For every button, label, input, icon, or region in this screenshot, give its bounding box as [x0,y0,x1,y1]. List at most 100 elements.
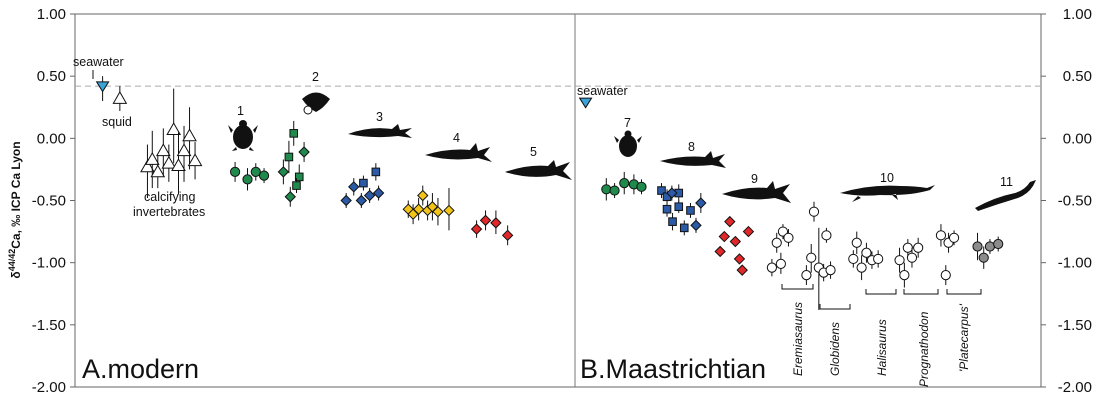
data-point-11 [984,241,996,252]
group-label-3: 3 [376,110,383,124]
data-point-9 [729,235,742,248]
data-points [95,76,1004,310]
data-point-calcifying-invertebrates [155,143,171,157]
data-point-calcifying-invertebrates [166,122,182,136]
bracket-halisaurus [865,289,897,295]
left-tick-label: 0.50 [37,68,66,85]
turtle-silhouette-1 [228,120,258,151]
data-point-2-square [284,152,294,162]
plot-frame [74,13,1042,388]
data-point-3 [363,189,376,202]
data-point-halisaurus [861,247,872,258]
bracket-platecarpus [946,289,982,295]
data-point-prognathodon [899,270,910,281]
group-label-4: 4 [453,131,460,145]
data-point-8-square [662,204,672,214]
data-point-11 [993,238,1004,250]
data-point-1 [258,170,270,181]
right-y-axis: 1.00 0.50 0.00 -0.50 -1.00 -1.50 -2.00 [1041,6,1092,396]
data-point-1 [229,166,241,178]
data-point-8-diamond [695,197,707,209]
bracket-prognathodon [903,289,939,295]
right-tick-label: -1.50 [1058,317,1092,334]
group-label-9: 9 [751,172,758,186]
shark-silhouette-3 [348,124,412,138]
data-point-7 [619,177,630,189]
left-tick-label: -1.50 [32,317,66,334]
turtle-silhouette-7 [614,130,642,157]
data-point-calcifying-invertebrates [150,164,166,178]
data-point-4 [417,189,429,202]
data-point-calcifying-invertebrates [171,158,186,172]
fish-silhouette-8 [660,151,726,168]
right-tick-label: -0.50 [1058,193,1092,210]
data-point-7 [601,184,612,195]
data-point-calcifying-invertebrates [161,155,177,169]
data-point-2-square [294,172,304,182]
data-point-halisaurus [856,262,867,273]
data-point-8-square [674,202,684,212]
group-label-8: 8 [688,140,695,154]
ray-silhouette-2 [302,92,330,115]
right-tick-label: -1.00 [1058,255,1092,272]
data-point-3 [348,181,360,193]
panel-b-title: B.Maastrichtian [580,354,766,384]
data-point-2-square [292,181,301,190]
data-point-halisaurus [873,253,884,265]
data-point-4 [443,204,455,217]
calcifying-label-line1: calcifying [144,190,195,204]
y-axis-title: δ44/42Ca, ‰ ICP Ca Lyon [7,141,23,278]
data-point-8-square [679,223,689,233]
data-point-11 [978,252,989,263]
data-point--platecarpus- [935,230,947,241]
group-label-11: 11 [1000,175,1013,189]
taxon-globidens: Globidens [828,322,842,376]
seawater-label-b: seawater [577,84,628,98]
bracket-globidens [819,304,851,310]
data-point-2-diamond [284,191,296,203]
data-point-4 [412,203,425,215]
left-tick-label: -0.50 [32,193,66,210]
plesiosaur-silhouette-11 [975,180,1036,211]
calcifying-label-line2: invertebrates [133,205,205,219]
data-point-7 [636,181,647,192]
data-point-8-square [686,206,695,215]
data-point-9 [718,230,730,243]
data-point-3-square [371,167,381,177]
data-point-calcifying-invertebrates [176,143,192,157]
data-point-calcifying-invertebrates [144,151,160,165]
data-point-prognathodon [902,242,913,253]
right-tick-label: -2.00 [1058,379,1092,396]
taxon-eremiasaurus: Eremiasaurus [791,302,805,376]
left-tick-label: 1.00 [37,6,66,23]
data-point-eremiasaurus [775,258,786,270]
data-point-halisaurus [851,237,862,248]
taxon-halisaurus: Halisaurus [875,319,889,376]
data-point-5 [501,229,514,242]
data-point-5 [479,214,492,227]
data-point-halisaurus [848,253,859,265]
data-point-globidens [806,252,817,263]
data-point-calcifying-invertebrates [187,153,203,167]
data-point-1 [250,166,261,178]
data-point-9 [733,253,746,265]
bracket-eremiasaurus [781,284,814,290]
data-point-9 [742,225,755,238]
data-point-calcifying-invertebrates [140,159,155,173]
left-tick-label: -2.00 [32,379,66,396]
data-point-4 [432,205,444,218]
data-point-eremiasaurus [771,237,782,248]
shark-silhouette-9 [722,181,791,203]
right-tick-label: 0.00 [1063,130,1092,147]
data-point-seawater-b [578,97,593,109]
data-point-5 [470,223,483,235]
group-label-7: 7 [624,116,631,130]
data-point-8-square [657,186,666,195]
squid-label: squid [102,115,132,129]
data-point-9 [736,264,748,276]
data-point-seawater-a [95,81,110,93]
left-y-axis: 1.00 0.50 0.00 -0.50 -1.00 -1.50 -2.00 [32,6,75,396]
data-point-7 [609,185,620,196]
data-point-2-diamond [277,166,290,178]
